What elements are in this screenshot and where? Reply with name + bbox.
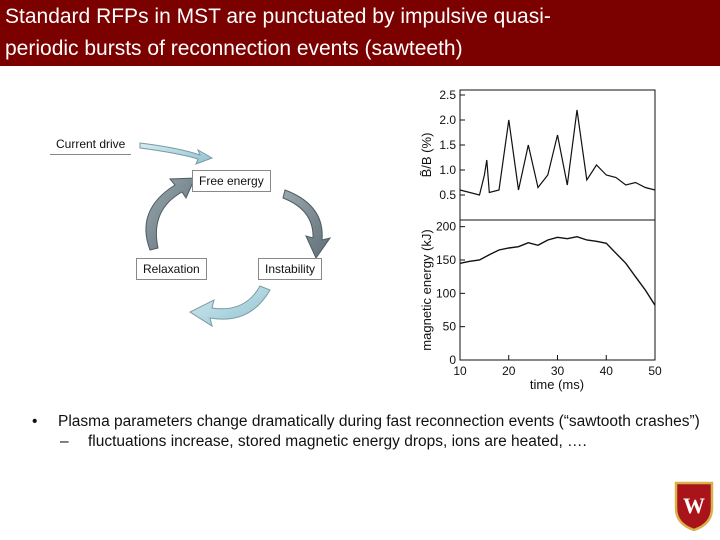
bottom-panel-frame	[459, 219, 656, 361]
relaxation-to-free-arrow	[145, 177, 196, 251]
xtick-label: 10	[453, 364, 467, 378]
cycle-diagram: Current drive Free energy Instability Re…	[40, 110, 340, 340]
slide-title-line-1: Standard RFPs in MST are punctuated by i…	[5, 5, 551, 28]
free-to-instability-arrow	[282, 189, 332, 260]
top-ytick-label: 0.5	[439, 188, 456, 202]
title-bar: Standard RFPs in MST are punctuated by i…	[0, 0, 720, 66]
bottom-ytick-label: 50	[443, 320, 457, 334]
bottom-ytick-label: 150	[436, 253, 456, 267]
top-ytick-label: 2.0	[439, 113, 456, 127]
bottom-ytick-label: 100	[436, 286, 456, 300]
sawtooth-plot: 0.5 1.0 1.5 2.0 2.5 0 50 100 150 200 10 20 30 40 50 …	[405, 85, 675, 395]
sub-bullet-item: – fluctuations increase, stored magnetic…	[30, 432, 700, 452]
xtick-label: 40	[600, 364, 614, 378]
top-panel-frame	[459, 89, 656, 221]
xtick-label: 20	[502, 364, 516, 378]
top-ylabel: B̃/B (%)	[419, 133, 434, 178]
uw-crest-icon: W	[674, 481, 714, 532]
bullet-item: • Plasma parameters change dramatically …	[30, 412, 700, 432]
xtick-label: 30	[551, 364, 565, 378]
bullet-list: • Plasma parameters change dramatically …	[30, 412, 700, 452]
crest-letter: W	[683, 493, 705, 518]
xtick-label: 50	[648, 364, 662, 378]
relaxation-box: Relaxation	[136, 258, 207, 280]
xlabel: time (ms)	[530, 377, 584, 392]
magnetic-energy-series-line	[459, 235, 656, 306]
instability-to-relaxation-arrow	[188, 285, 271, 328]
slide-title-line-2: periodic bursts of reconnection events (…	[5, 37, 463, 60]
bullet-main-text: Plasma parameters change dramatically du…	[58, 413, 700, 430]
instability-box: Instability	[258, 258, 323, 280]
bottom-ylabel: magnetic energy (kJ)	[419, 229, 434, 350]
cycle-arrows	[139, 142, 332, 328]
sub-bullet-text: fluctuations increase, stored magnetic e…	[88, 433, 587, 450]
free-energy-box: Free energy	[192, 170, 271, 192]
top-ytick-label: 1.0	[439, 163, 456, 177]
drive-arrow	[139, 142, 214, 165]
fluctuation-series-line	[459, 109, 656, 196]
bottom-ytick-label: 0	[449, 353, 456, 367]
sub-bullet-dash: –	[60, 433, 69, 450]
top-ytick-label: 2.5	[439, 88, 456, 102]
current-drive-box: Current drive	[50, 134, 132, 155]
bottom-ytick-label: 200	[436, 220, 456, 234]
top-ytick-label: 1.5	[439, 138, 456, 152]
bullet-dot: •	[32, 413, 38, 430]
